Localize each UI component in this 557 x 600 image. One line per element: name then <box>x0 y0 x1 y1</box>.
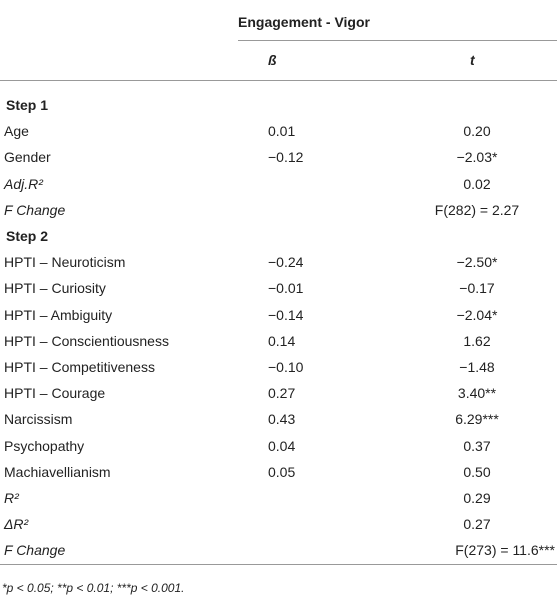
row-label: Psychopathy <box>4 437 85 454</box>
row-label: ΔR² <box>4 516 29 533</box>
t-cell: 3.40** <box>457 385 497 402</box>
beta-cell: 0.04 <box>268 437 296 454</box>
beta-cell: 0.43 <box>268 411 296 428</box>
group-header: Engagement - Vigor <box>238 14 370 30</box>
beta-cell: −0.24 <box>268 254 304 271</box>
row-label: R² <box>4 490 19 506</box>
beta-cell: −0.12 <box>268 149 304 166</box>
row-label: F Change <box>4 201 66 218</box>
t-cell: −2.04* <box>456 306 498 323</box>
footnote: *p < 0.05; **p < 0.01; ***p < 0.001. <box>2 581 185 595</box>
row-label: HPTI – Conscientiousness <box>4 332 169 349</box>
row-label: F Change <box>4 542 66 559</box>
beta-cell: 0.14 <box>268 332 296 349</box>
row-label: HPTI – Neuroticism <box>4 254 126 271</box>
t-cell: −0.17 <box>459 280 495 297</box>
t-cell: 0.50 <box>463 463 491 480</box>
t-cell: −1.48 <box>459 359 495 375</box>
column-header: ß <box>268 52 277 68</box>
t-cell: 0.27 <box>463 516 491 533</box>
t-cell: −2.50* <box>456 254 498 271</box>
header-bottom-rule <box>0 80 557 81</box>
t-cell: 0.02 <box>463 175 491 192</box>
table-bottom-rule <box>0 564 557 565</box>
t-cell: F(273) = 11.6*** <box>455 542 555 559</box>
t-cell: 6.29*** <box>455 411 499 428</box>
row-label: Machiavellianism <box>4 463 111 480</box>
beta-cell: 0.27 <box>268 385 296 402</box>
row-label: Narcissism <box>4 411 73 428</box>
header-rule <box>238 40 557 41</box>
t-cell: F(282) = 2.27 <box>434 201 520 218</box>
row-label: Gender <box>4 149 51 166</box>
t-cell: 0.37 <box>463 437 491 454</box>
row-label: HPTI – Competitiveness <box>4 359 155 375</box>
beta-cell: 0.05 <box>268 463 296 480</box>
row-label: HPTI – Courage <box>4 385 106 402</box>
section-label: Step 1 <box>6 97 49 113</box>
t-cell: 1.62 <box>463 332 491 349</box>
t-cell: 0.20 <box>463 123 491 140</box>
row-label: HPTI – Curiosity <box>4 280 106 297</box>
section-label: Step 2 <box>6 228 49 244</box>
row-label: Adj.R² <box>4 175 43 192</box>
t-cell: 0.29 <box>463 490 491 506</box>
row-label: HPTI – Ambiguity <box>4 306 113 323</box>
beta-cell: 0.01 <box>268 123 296 140</box>
beta-cell: −0.14 <box>268 306 304 323</box>
beta-cell: −0.10 <box>268 359 304 375</box>
row-label: Age <box>4 123 29 140</box>
beta-cell: −0.01 <box>268 280 304 297</box>
t-cell: −2.03* <box>456 149 498 166</box>
column-header: t <box>470 52 475 68</box>
